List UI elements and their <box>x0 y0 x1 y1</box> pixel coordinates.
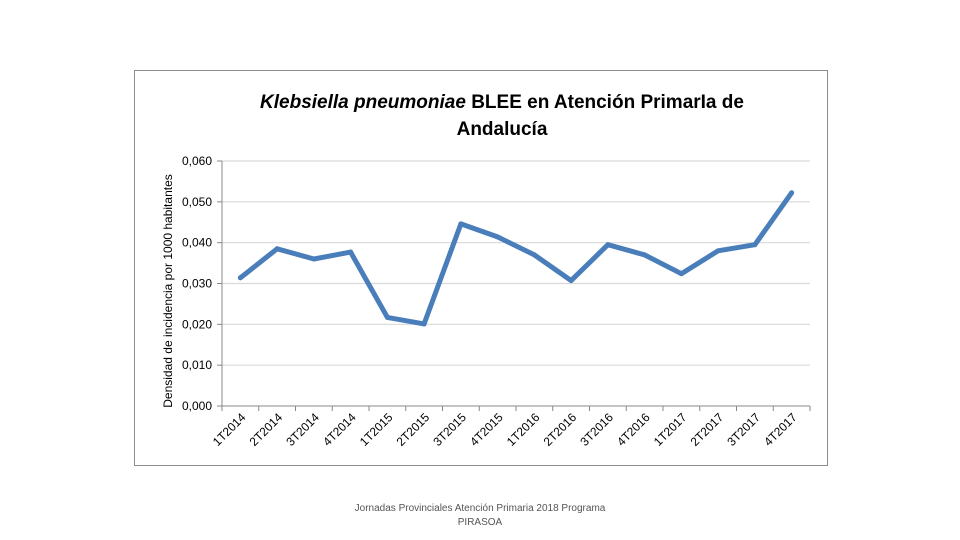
y-tick-label: 0,050 <box>182 195 212 209</box>
axes <box>217 160 811 411</box>
chart-title-rest: BLEE en Atención PrimarIa de <box>466 92 744 113</box>
x-tick-label: 3T2017 <box>724 410 763 449</box>
x-tick-label: 2T2014 <box>247 410 286 449</box>
series-layer <box>237 190 795 327</box>
y-tick-label: 0,060 <box>182 154 212 168</box>
x-tick-label: 1T2016 <box>504 410 543 449</box>
x-tick-label: 3T2014 <box>283 410 322 449</box>
x-tick-label: 4T2015 <box>467 410 506 449</box>
chart-frame: Klebsiella pneumoniae BLEE en Atención P… <box>134 70 828 466</box>
data-point <box>568 278 574 284</box>
y-tick-label: 0,020 <box>182 317 212 331</box>
line-chart: Klebsiella pneumoniae BLEE en Atención P… <box>161 92 811 449</box>
x-tick-label: 1T2014 <box>210 410 249 449</box>
data-point <box>715 248 721 254</box>
data-point <box>274 246 280 252</box>
x-tick-label: 1T2017 <box>651 410 690 449</box>
chart-title-line-2: Andalucía <box>457 119 548 140</box>
x-tick-label: 3T2015 <box>430 410 469 449</box>
x-tick-label: 4T2014 <box>320 410 359 449</box>
y-tick-label: 0,000 <box>182 399 212 413</box>
x-tick-label: 3T2016 <box>577 410 616 449</box>
data-point <box>752 242 758 248</box>
y-tick-labels: 0,000 0,010 0,020 0,030 0,040 0,050 0,060 <box>182 154 212 413</box>
data-point <box>531 252 537 258</box>
x-tick-label: 2T2017 <box>688 410 727 449</box>
y-tick-label: 0,040 <box>182 236 212 250</box>
x-tick-label: 1T2015 <box>357 410 396 449</box>
x-tick-label: 4T2017 <box>761 410 800 449</box>
x-tick-label: 2T2015 <box>394 410 433 449</box>
y-tick-label: 0,010 <box>182 358 212 372</box>
data-point <box>605 242 611 248</box>
data-point <box>678 271 684 277</box>
data-point <box>642 252 648 258</box>
data-point <box>789 190 795 196</box>
footer: Jornadas Provinciales Atención Primaria … <box>330 502 630 530</box>
x-tick-label: 4T2016 <box>614 410 653 449</box>
gridlines <box>222 160 810 366</box>
y-axis-title: Densidad de incidencia por 1000 habitant… <box>161 174 175 408</box>
y-tick-label: 0,030 <box>182 277 212 291</box>
data-point <box>458 221 464 227</box>
data-point <box>348 249 354 255</box>
x-tick-label: 2T2016 <box>541 410 580 449</box>
x-tick-labels: 1T20142T20143T20144T20141T20152T20153T20… <box>210 410 800 449</box>
data-point <box>421 321 427 327</box>
data-point <box>311 256 317 262</box>
series-line <box>237 190 795 327</box>
data-point <box>237 275 243 281</box>
data-point <box>495 234 501 240</box>
footer-line-2: PIRASOA <box>457 517 503 528</box>
data-point <box>384 314 390 320</box>
chart-title-line-1: Klebsiella pneumoniae BLEE en Atención P… <box>260 92 744 113</box>
chart-title-italic: Klebsiella pneumoniae <box>260 92 466 113</box>
footer-line-1: Jornadas Provinciales Atención Primaria … <box>354 503 606 514</box>
